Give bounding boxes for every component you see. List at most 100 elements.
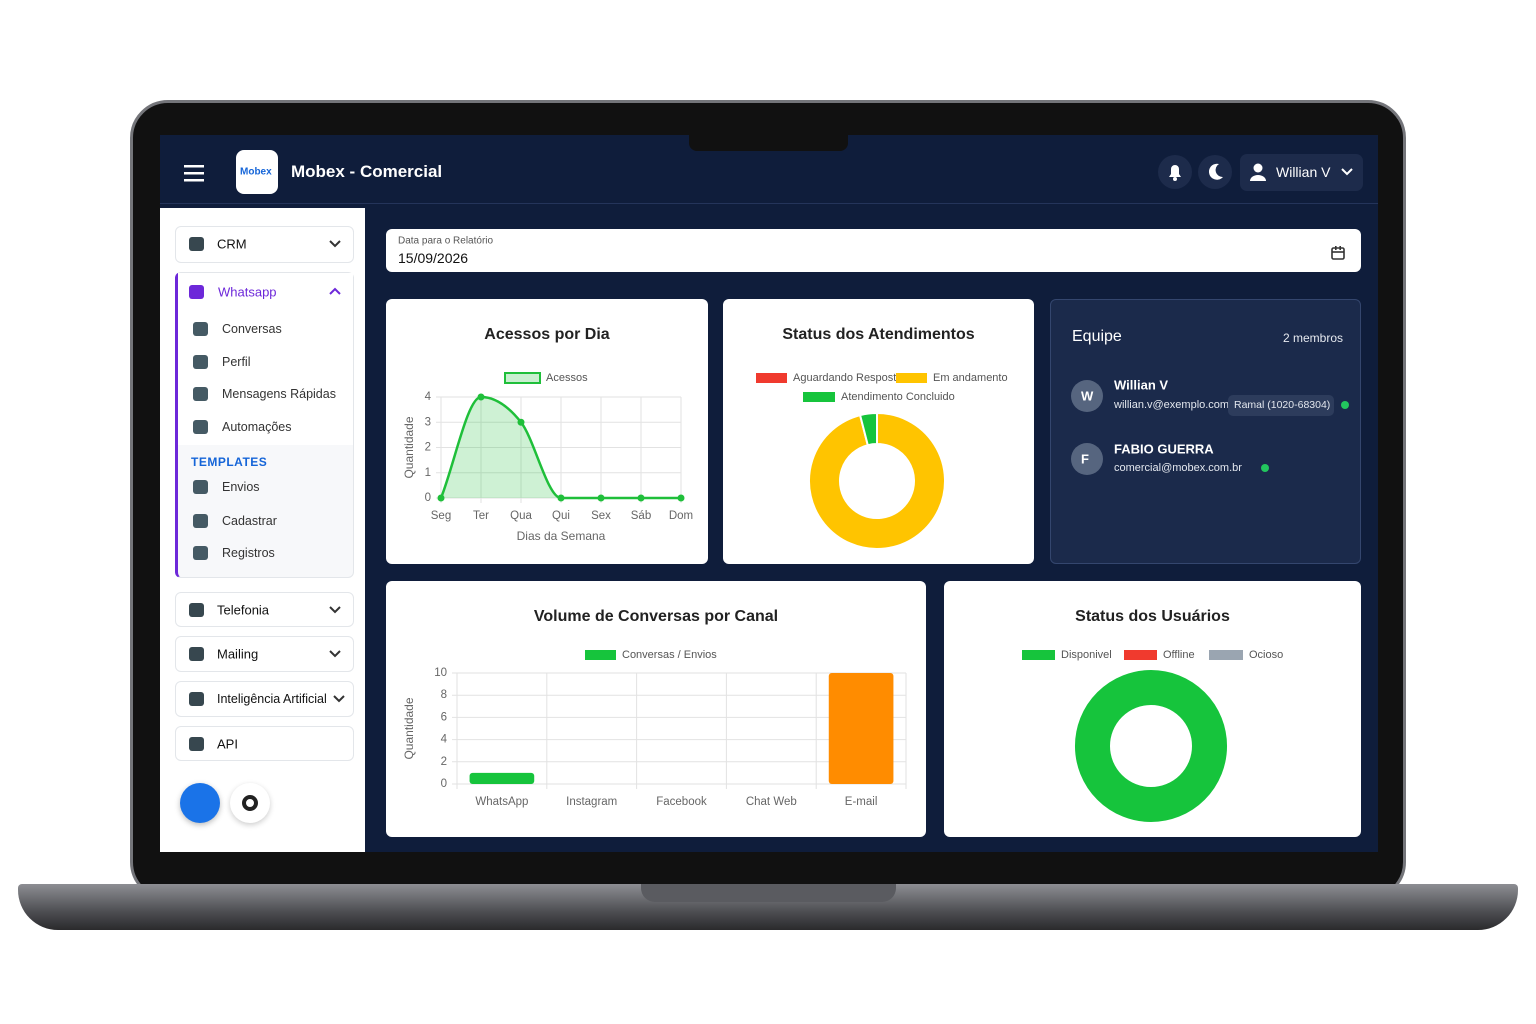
submenu-item: Envios: [222, 480, 260, 494]
status-dot: [1341, 401, 1349, 409]
y-tick-label: 4: [425, 391, 432, 403]
extension-pill: [1228, 395, 1334, 416]
submenu-item: Mensagens Rápidas: [222, 387, 336, 401]
x-axis-label: Dias da Semana: [517, 529, 606, 543]
slice: [1073, 668, 1229, 825]
legend-label: Offline: [1163, 649, 1195, 661]
menu-icon: [193, 514, 208, 528]
point: [517, 418, 525, 426]
x-tick-label: Ter: [473, 510, 489, 522]
point: [437, 494, 445, 502]
legend-swatch: [504, 372, 541, 384]
menu-label: Whatsapp: [218, 284, 277, 300]
chevron: [1341, 168, 1353, 176]
calendar-icon[interactable]: [1330, 245, 1346, 261]
menu-icon: [189, 602, 204, 617]
y-tick-label: 3: [425, 416, 431, 428]
chevron: [329, 650, 341, 658]
x-tick-label: Chat Web: [746, 796, 797, 808]
avatar: [1071, 380, 1103, 412]
slice: [858, 411, 878, 447]
submenu-item: Cadastrar: [222, 514, 277, 528]
menu-button[interactable]: [182, 162, 206, 184]
submenu-item: Perfil: [222, 355, 251, 369]
chevron-path: [333, 695, 345, 703]
menu-label: Inteligência Artificial: [217, 692, 327, 706]
chart-card: Volume de Conversas por Canal 0 2 4 6 8 10 Quan…: [386, 581, 926, 837]
avatar-initial: F: [1081, 451, 1089, 467]
chevron: [333, 695, 345, 703]
y-axis-label: Quantidade: [402, 416, 416, 478]
y-tick-label: 10: [434, 667, 447, 679]
y-axis-label: Quantidade: [402, 697, 416, 759]
team-card: [1050, 299, 1361, 564]
legend-swatch: [803, 392, 835, 402]
app-title: Mobex - Comercial: [291, 162, 443, 181]
member-email: comercial@mobex.com.br: [1114, 462, 1242, 474]
point: [477, 393, 485, 401]
menu-icon: [189, 285, 204, 299]
date-field[interactable]: [386, 229, 1361, 272]
chevron-path: [329, 605, 341, 613]
legend-label: Atendimento Concluido: [841, 391, 955, 403]
chevron: [329, 605, 341, 613]
chevron: [329, 240, 341, 248]
legend-label: Conversas / Envios: [622, 649, 717, 661]
x-tick-label: Facebook: [656, 796, 707, 808]
bar: [828, 673, 894, 784]
camera-notch: [689, 133, 848, 151]
point: [677, 494, 685, 502]
y-tick-label: 6: [441, 711, 447, 723]
menu-box: [175, 592, 354, 627]
point: [637, 494, 645, 502]
menu-icon: [189, 736, 204, 751]
menu-icon: [193, 355, 208, 369]
user-menu[interactable]: [1240, 154, 1363, 191]
y-tick-label: 4: [441, 734, 448, 746]
point: [597, 494, 605, 502]
chevron-path: [329, 240, 341, 248]
user-name: Willian V: [1276, 164, 1331, 180]
avatar-initial: W: [1081, 388, 1094, 404]
crm-box: [175, 226, 354, 263]
member-email: willian.v@exemplo.com: [1114, 399, 1230, 411]
chart-title: Status dos Atendimentos: [782, 326, 974, 343]
y-tick-label: 2: [441, 756, 447, 768]
header-icons[interactable]: [1157, 154, 1237, 190]
menu-box: [175, 636, 354, 672]
y-tick-label: 2: [425, 442, 431, 454]
x-tick-label: Sáb: [631, 510, 651, 522]
menu-icon: [189, 647, 204, 661]
chart-card: Status dos Usuários Disponivel Offline Ocio…: [944, 581, 1361, 837]
menu-icon: [193, 480, 208, 494]
legend-swatch: [756, 373, 787, 383]
member-name: Willian V: [1114, 377, 1169, 393]
date-value: 15/09/2026: [398, 250, 469, 266]
menu-box: [175, 681, 354, 717]
legend-label: Ocioso: [1249, 649, 1283, 661]
legend-swatch: [896, 373, 927, 383]
team-count: 2 membros: [1283, 331, 1344, 345]
user-icon: [1250, 163, 1266, 181]
date-label: Data para o Relatório: [398, 235, 494, 247]
legend-swatch: [1022, 650, 1055, 660]
x-tick-label: E-mail: [845, 796, 878, 808]
header-divider: [160, 203, 1378, 204]
menu-icon: [193, 420, 208, 434]
menu-icon: [193, 322, 208, 336]
team-title: Equipe: [1072, 328, 1122, 345]
x-tick-label: Seg: [431, 510, 451, 522]
x-tick-label: Qua: [510, 510, 532, 522]
legend-swatch: [1209, 650, 1243, 660]
chart-card: Status dos Atendimentos Aguardando Respos…: [723, 299, 1034, 564]
legend-label: Em andamento: [933, 372, 1008, 384]
chevron-path: [329, 287, 341, 295]
menu-label: Telefonia: [217, 602, 270, 617]
menu-label: API: [217, 736, 238, 751]
settings-dot: [242, 795, 258, 811]
logo: [236, 150, 278, 194]
x-tick-label: WhatsApp: [475, 796, 528, 808]
apps-button: [180, 783, 220, 823]
y-tick-label: 0: [441, 778, 447, 790]
